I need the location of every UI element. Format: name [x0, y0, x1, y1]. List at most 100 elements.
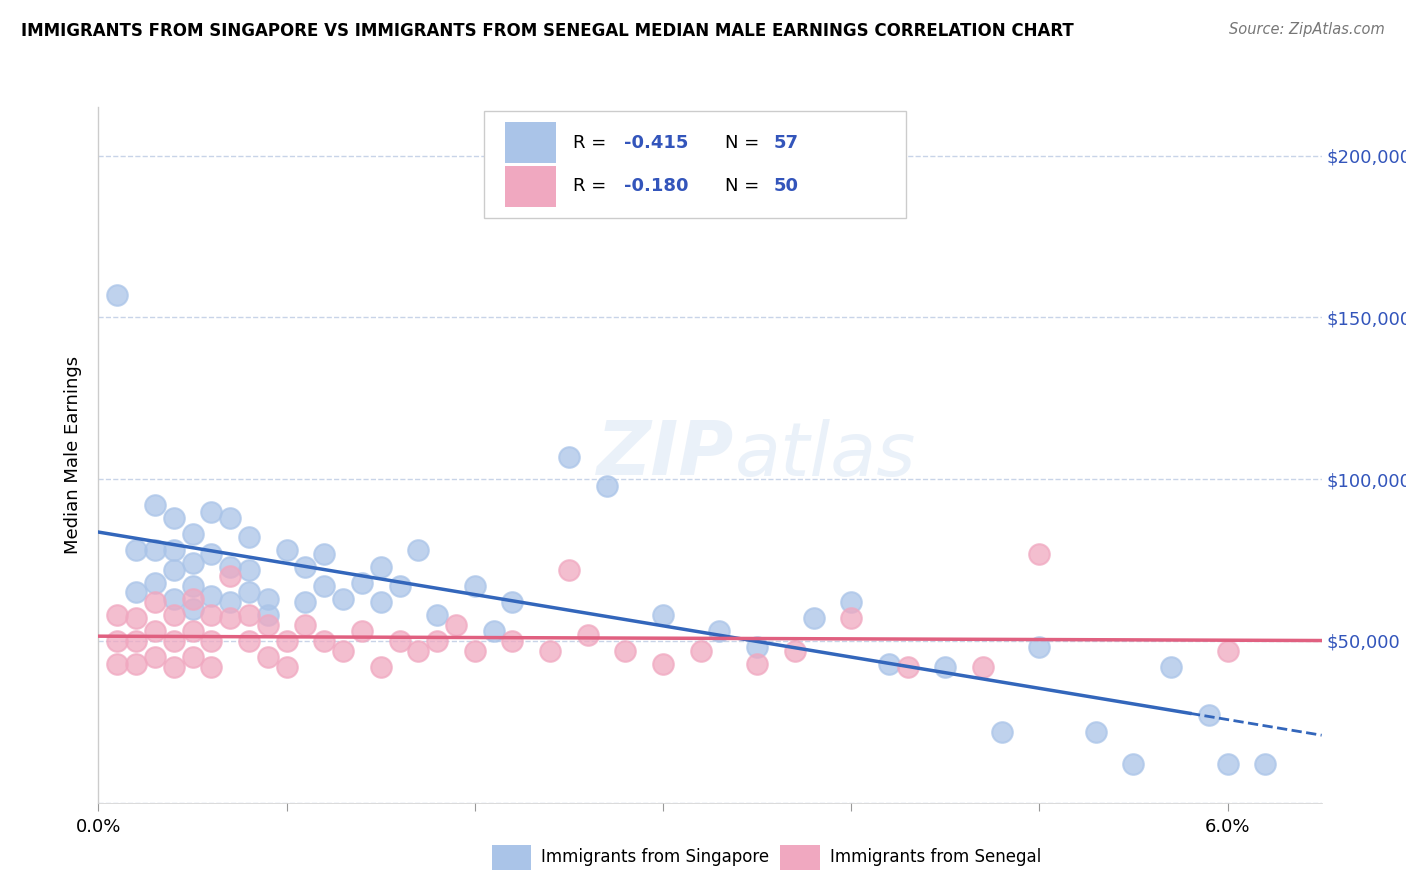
Point	[294, 595, 316, 609]
Text: N =: N =	[724, 178, 765, 195]
Point	[181, 579, 204, 593]
Point	[181, 557, 204, 571]
Point	[482, 624, 505, 639]
FancyBboxPatch shape	[505, 122, 555, 162]
Point	[200, 660, 222, 674]
Point	[219, 595, 242, 609]
Point	[181, 601, 204, 615]
Point	[143, 624, 166, 639]
Point	[105, 634, 128, 648]
Point	[408, 643, 430, 657]
Point	[125, 634, 148, 648]
Point	[105, 657, 128, 671]
Point	[501, 634, 523, 648]
Point	[163, 543, 186, 558]
Point	[388, 634, 411, 648]
Point	[332, 643, 354, 657]
Point	[709, 624, 731, 639]
Point	[143, 595, 166, 609]
Point	[294, 617, 316, 632]
Point	[501, 595, 523, 609]
Point	[314, 547, 336, 561]
Point	[1084, 724, 1107, 739]
Text: atlas: atlas	[734, 419, 915, 491]
Point	[276, 660, 298, 674]
Point	[219, 511, 242, 525]
Point	[614, 643, 637, 657]
Point	[576, 627, 599, 641]
Point	[200, 634, 222, 648]
Point	[370, 660, 392, 674]
Point	[370, 559, 392, 574]
Point	[143, 498, 166, 512]
FancyBboxPatch shape	[484, 111, 905, 219]
Point	[256, 591, 278, 606]
Text: -0.180: -0.180	[624, 178, 689, 195]
Point	[238, 563, 260, 577]
Point	[219, 611, 242, 625]
Point	[314, 579, 336, 593]
Point	[839, 595, 862, 609]
Point	[219, 569, 242, 583]
Point	[783, 643, 806, 657]
Point	[745, 657, 768, 671]
Point	[125, 543, 148, 558]
Point	[803, 611, 825, 625]
Point	[256, 650, 278, 665]
Text: R =: R =	[574, 178, 612, 195]
Point	[238, 531, 260, 545]
Point	[125, 585, 148, 599]
Point	[350, 624, 373, 639]
Text: Immigrants from Senegal: Immigrants from Senegal	[830, 848, 1040, 866]
Point	[1028, 547, 1050, 561]
Point	[276, 543, 298, 558]
Point	[1122, 756, 1144, 771]
Point	[972, 660, 994, 674]
Text: 57: 57	[773, 134, 799, 152]
Point	[163, 660, 186, 674]
Point	[464, 643, 486, 657]
Point	[125, 611, 148, 625]
Text: Source: ZipAtlas.com: Source: ZipAtlas.com	[1229, 22, 1385, 37]
Point	[163, 563, 186, 577]
Point	[558, 450, 581, 464]
Point	[897, 660, 920, 674]
Point	[444, 617, 467, 632]
Point	[370, 595, 392, 609]
Point	[332, 591, 354, 606]
Text: ZIP: ZIP	[598, 418, 734, 491]
Point	[163, 634, 186, 648]
Point	[1198, 708, 1220, 723]
Point	[350, 575, 373, 590]
Point	[256, 608, 278, 623]
Point	[652, 608, 675, 623]
Point	[689, 643, 711, 657]
Point	[181, 624, 204, 639]
Point	[143, 543, 166, 558]
Point	[256, 617, 278, 632]
Point	[595, 478, 617, 492]
Point	[294, 559, 316, 574]
Point	[200, 589, 222, 603]
Point	[181, 591, 204, 606]
Point	[538, 643, 561, 657]
Point	[238, 634, 260, 648]
Point	[163, 591, 186, 606]
Point	[426, 608, 449, 623]
Point	[1216, 643, 1239, 657]
Point	[408, 543, 430, 558]
Point	[652, 657, 675, 671]
Point	[558, 563, 581, 577]
Point	[464, 579, 486, 593]
Point	[1028, 640, 1050, 655]
Text: N =: N =	[724, 134, 765, 152]
Point	[219, 559, 242, 574]
Point	[1216, 756, 1239, 771]
Point	[745, 640, 768, 655]
Text: IMMIGRANTS FROM SINGAPORE VS IMMIGRANTS FROM SENEGAL MEDIAN MALE EARNINGS CORREL: IMMIGRANTS FROM SINGAPORE VS IMMIGRANTS …	[21, 22, 1074, 40]
Point	[877, 657, 900, 671]
Point	[426, 634, 449, 648]
Point	[388, 579, 411, 593]
Point	[105, 287, 128, 301]
Point	[181, 527, 204, 541]
